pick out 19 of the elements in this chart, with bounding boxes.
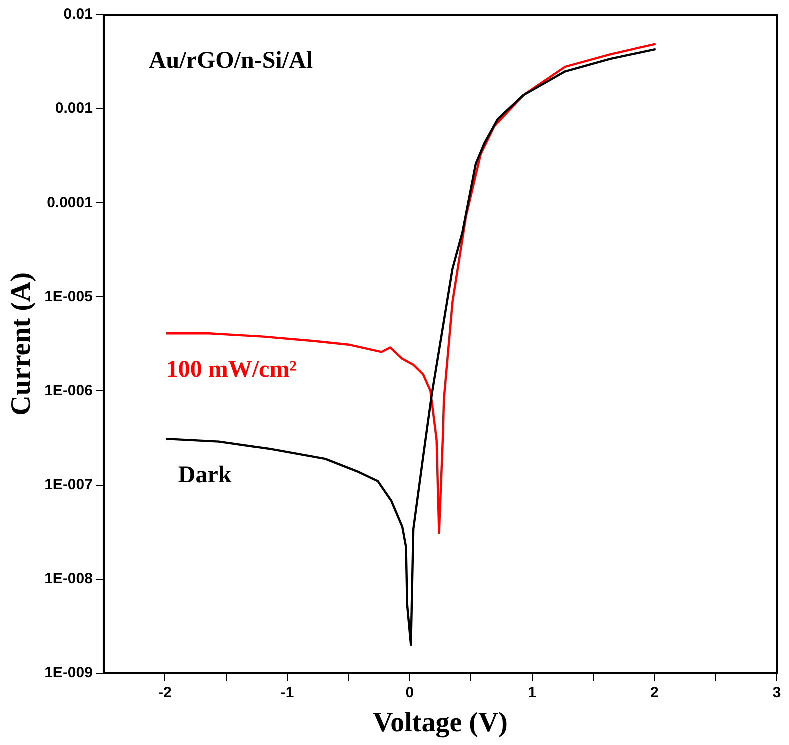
x-tick-label: -2 bbox=[158, 684, 172, 702]
y-tick-label: 0.0001 bbox=[47, 194, 93, 212]
x-tick-label: 2 bbox=[650, 684, 659, 702]
x-tick-label: -1 bbox=[280, 684, 294, 702]
y-tick-label: 1E-009 bbox=[44, 664, 93, 682]
y-tick-label: 0.001 bbox=[55, 100, 93, 118]
x-tick-label: 0 bbox=[406, 684, 414, 702]
y-tick-label: 1E-005 bbox=[44, 288, 93, 306]
y-tick-label: 1E-006 bbox=[44, 382, 93, 400]
y-tick-label: 1E-008 bbox=[44, 570, 93, 588]
x-tick-label: 3 bbox=[772, 684, 782, 702]
series-label: 100 mW/cm² bbox=[166, 356, 297, 383]
series-label: Dark bbox=[178, 462, 232, 488]
x-tick-label: 1 bbox=[528, 684, 536, 702]
y-tick-label: 0.01 bbox=[64, 6, 93, 24]
y-axis-title: Current (A) bbox=[6, 272, 38, 416]
annotation: Au/rGO/n-Si/Al bbox=[148, 48, 314, 74]
x-axis-title: Voltage (V) bbox=[372, 707, 508, 738]
y-tick-label: 1E-007 bbox=[44, 476, 93, 494]
